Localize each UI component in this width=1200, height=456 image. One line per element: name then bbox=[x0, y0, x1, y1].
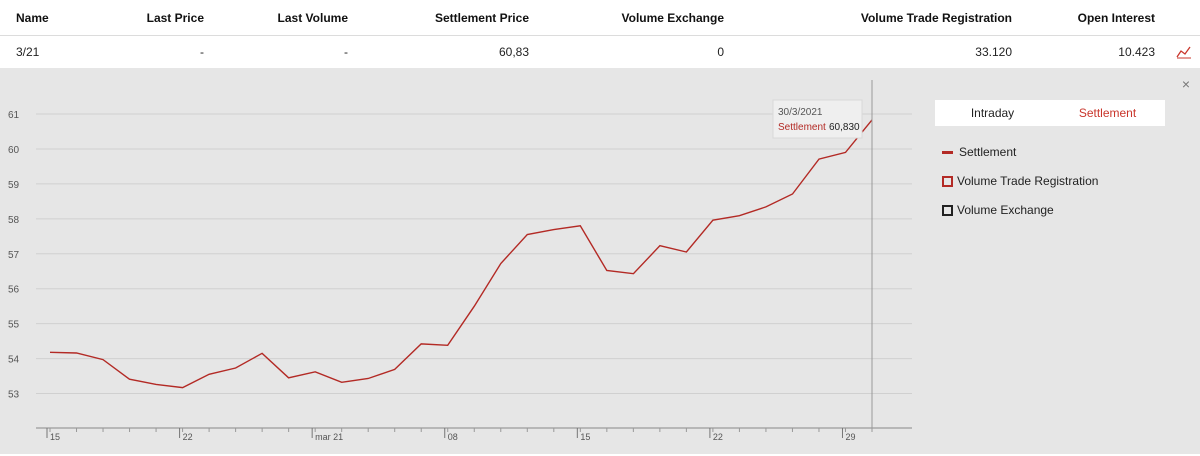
legend-item-volume-trade-registration[interactable]: Volume Trade Registration bbox=[942, 174, 1098, 188]
header-last-price[interactable]: Last Price bbox=[146, 10, 204, 25]
legend-label: Settlement bbox=[959, 145, 1017, 159]
tooltip-box bbox=[772, 99, 863, 139]
legend-box-marker bbox=[942, 175, 953, 187]
header-settlement-price[interactable]: Settlement Price bbox=[434, 10, 529, 25]
y-tick-label: 55 bbox=[8, 320, 20, 331]
settlement-line bbox=[49, 119, 873, 389]
chart-series bbox=[49, 119, 873, 389]
cell-name: 3/21 bbox=[16, 45, 40, 59]
y-tick-label: 57 bbox=[8, 250, 20, 261]
x-tick-label: 22 bbox=[183, 432, 193, 442]
y-tick-label: 54 bbox=[8, 355, 20, 366]
legend-line-marker bbox=[942, 150, 953, 154]
y-tick-label: 59 bbox=[8, 180, 20, 191]
y-tick-label: 61 bbox=[8, 110, 20, 121]
x-tick-label: 15 bbox=[580, 432, 590, 442]
cell-settlement-price: 60,83 bbox=[498, 45, 529, 59]
cell-volume-exchange: 0 bbox=[717, 45, 724, 59]
cell-last-price: - bbox=[200, 45, 204, 59]
x-tick-label: 15 bbox=[50, 432, 60, 442]
mode-toggle: Intraday Settlement bbox=[935, 100, 1165, 126]
legend-item-volume-exchange[interactable]: Volume Exchange bbox=[942, 203, 1054, 217]
legend-label: Volume Exchange bbox=[957, 203, 1054, 217]
tooltip-date: 30/3/2021 bbox=[778, 107, 823, 118]
tooltip-series-label: Settlement bbox=[778, 122, 826, 133]
x-tick-label: 08 bbox=[448, 432, 458, 442]
header-last-volume[interactable]: Last Volume bbox=[277, 10, 348, 25]
table-header: Name Last Price Last Volume Settlement P… bbox=[0, 0, 1200, 36]
tab-intraday[interactable]: Intraday bbox=[970, 106, 1015, 120]
tooltip-value: 60,830 bbox=[829, 122, 860, 133]
y-axis-ticks: 53 54 55 56 57 58 59 60 61 bbox=[8, 110, 20, 401]
x-axis: 15 22 mar 21 08 15 22 29 bbox=[36, 427, 912, 442]
y-tick-label: 53 bbox=[8, 390, 20, 401]
cell-volume-trade-registration: 33.120 bbox=[975, 45, 1012, 59]
legend-box-marker bbox=[942, 204, 953, 216]
header-volume-exchange[interactable]: Volume Exchange bbox=[621, 10, 724, 25]
close-icon[interactable]: × bbox=[1181, 76, 1191, 92]
tab-settlement[interactable]: Settlement bbox=[1078, 106, 1137, 120]
cell-open-interest: 10.423 bbox=[1118, 45, 1155, 59]
chart-panel bbox=[0, 68, 1200, 454]
y-tick-label: 58 bbox=[8, 215, 20, 226]
header-volume-trade-registration[interactable]: Volume Trade Registration bbox=[860, 10, 1012, 25]
header-name[interactable]: Name bbox=[16, 10, 49, 25]
cell-last-volume: - bbox=[344, 45, 348, 59]
legend-label: Volume Trade Registration bbox=[957, 174, 1099, 188]
line-chart-icon[interactable] bbox=[1168, 36, 1200, 68]
header-open-interest[interactable]: Open Interest bbox=[1077, 10, 1155, 25]
x-tick-label: 22 bbox=[713, 432, 723, 442]
y-tick-label: 60 bbox=[8, 145, 20, 156]
chart-grid bbox=[36, 113, 912, 394]
chart-tooltip: 30/3/2021 Settlement 60,830 bbox=[772, 99, 863, 139]
settlement-line-chart: 53 54 55 56 57 58 59 60 61 15 22 mar 21 08 15 22 29 30… bbox=[8, 80, 912, 442]
y-tick-label: 56 bbox=[8, 285, 20, 296]
table-row[interactable]: 3/21 - - 60,83 0 33.120 10.423 bbox=[0, 36, 1200, 68]
x-tick-label: 29 bbox=[845, 432, 855, 442]
legend-item-settlement[interactable]: Settlement bbox=[942, 145, 1016, 159]
x-tick-label: mar 21 bbox=[315, 432, 343, 442]
